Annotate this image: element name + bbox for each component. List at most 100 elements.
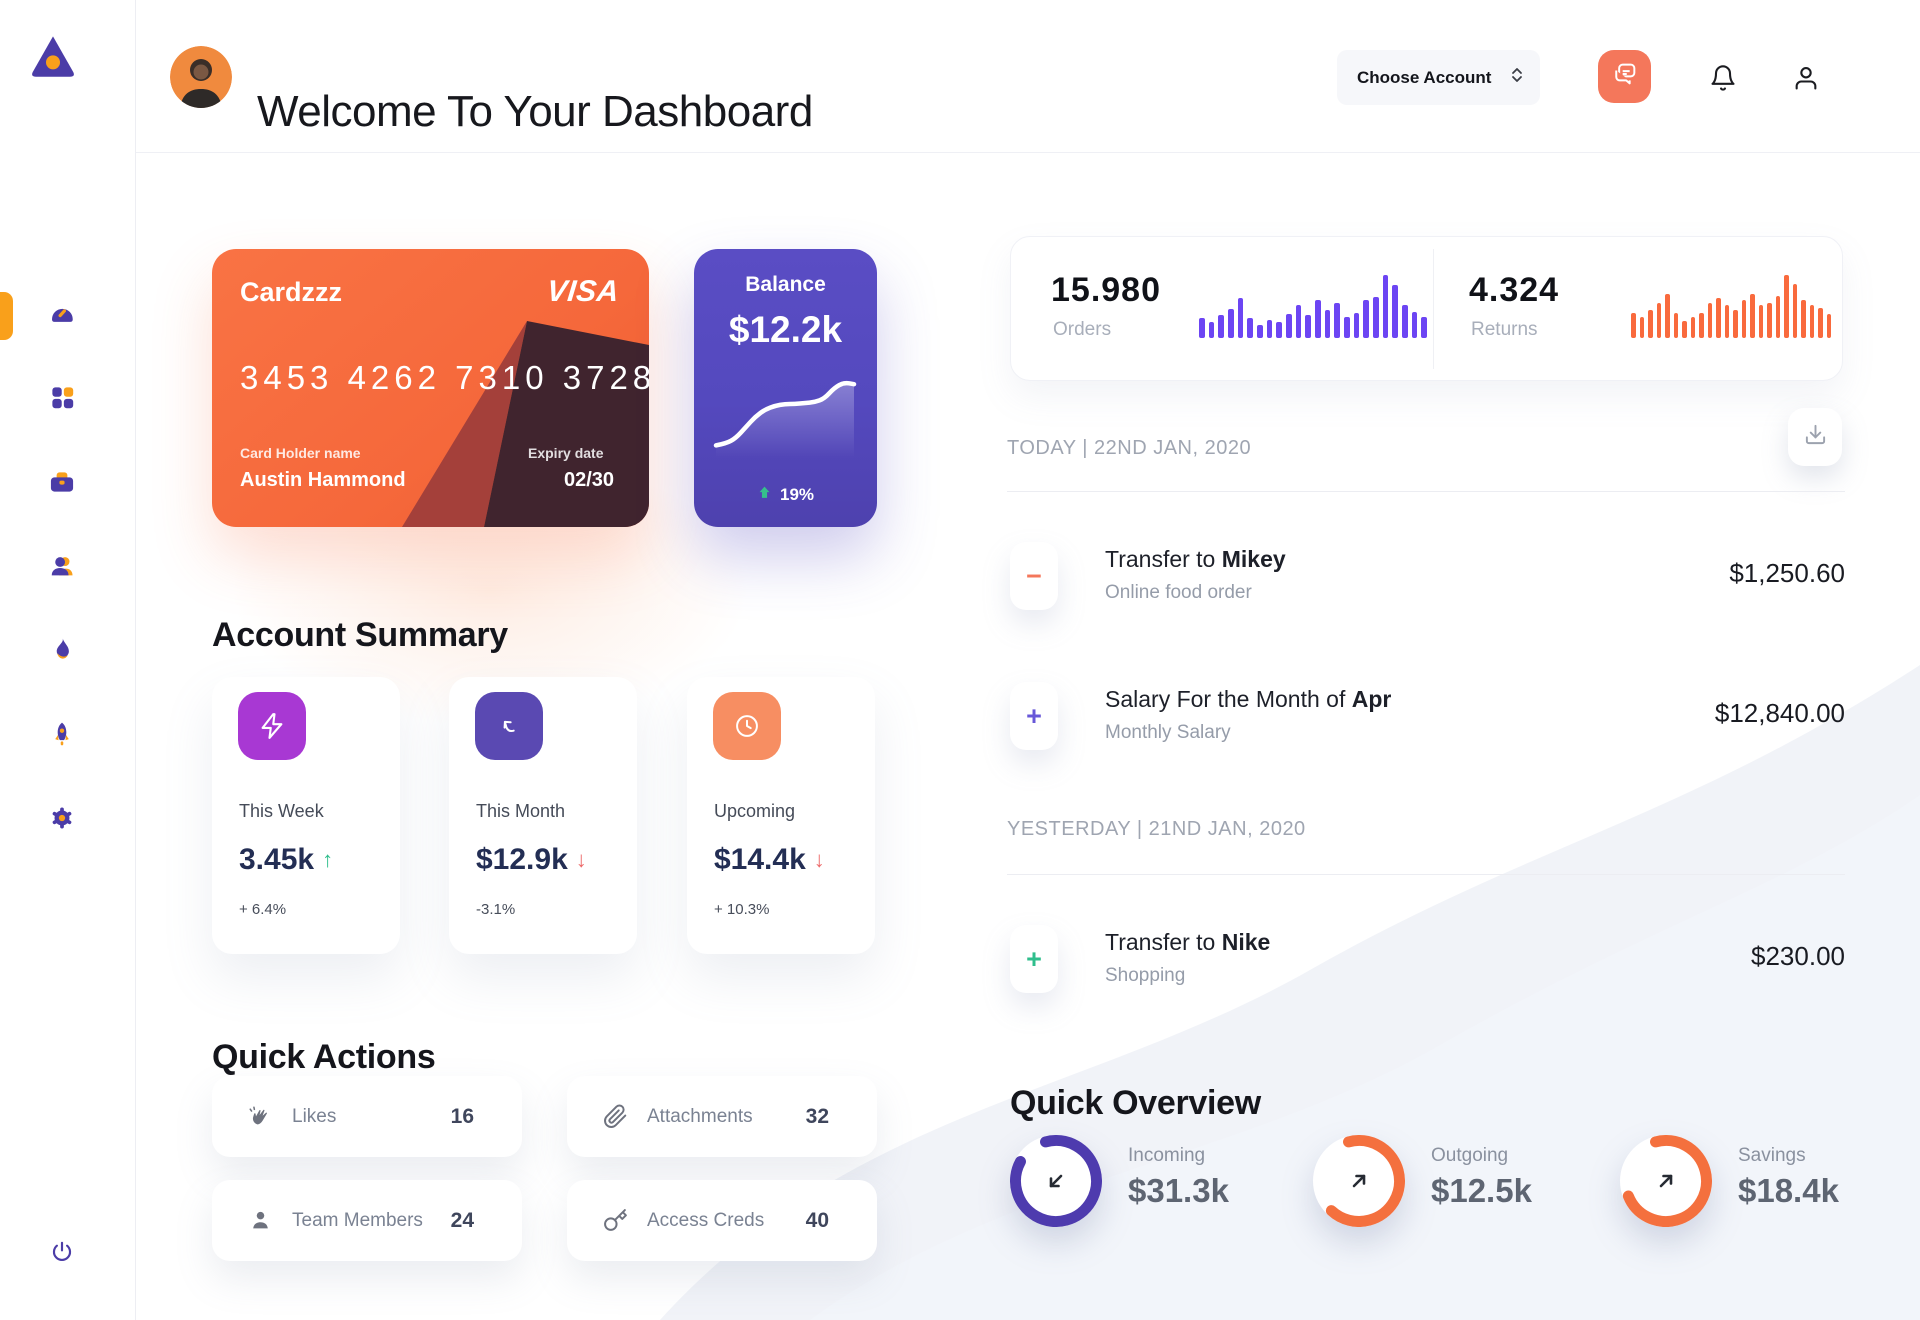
summary-card-this-week[interactable]: This Week 3.45k ↑ + 6.4% [212, 677, 400, 954]
overview-label: Incoming [1128, 1145, 1206, 1166]
quick-action-label: Team Members [292, 1209, 423, 1231]
download-button[interactable] [1788, 408, 1842, 466]
sidebar-item-users[interactable] [38, 544, 86, 592]
users-icon [48, 552, 76, 585]
sidebar-item-settings[interactable] [38, 796, 86, 844]
card-holder-name: Austin Hammond [240, 469, 406, 491]
sort-chevrons-icon [1510, 65, 1524, 90]
transaction-amount: $1,250.60 [1729, 558, 1845, 588]
sidebar-item-dashboard[interactable] [38, 292, 86, 340]
transaction-amount: $12,840.00 [1714, 698, 1845, 728]
transaction-title: Salary For the Month of Apr [1105, 686, 1392, 712]
clock-icon [713, 692, 781, 760]
account-selector[interactable]: Choose Account [1337, 50, 1540, 105]
account-selector-label: Choose Account [1357, 67, 1492, 87]
balance-change-value: 19% [779, 485, 815, 504]
divider [1007, 874, 1845, 875]
transaction-title: Transfer to Mikey [1105, 546, 1286, 572]
app-logo[interactable] [27, 30, 79, 82]
balance-title: Balance [745, 273, 826, 296]
paperclip-icon [601, 1104, 629, 1129]
transaction-title: Transfer to Nike [1105, 929, 1271, 955]
orders-value: 15.980 [1051, 271, 1161, 309]
card-name: Cardzzz [240, 277, 343, 307]
up-arrow-icon [757, 485, 772, 505]
sidebar-item-launch[interactable] [38, 712, 86, 760]
sidebar-item-trending[interactable] [38, 628, 86, 676]
quick-action-count: 40 [805, 1208, 829, 1232]
chat-bubbles-icon [1611, 60, 1639, 93]
summary-label: Upcoming [714, 801, 796, 821]
balance-change: 19% [694, 485, 877, 505]
transaction-subtitle: Shopping [1105, 965, 1186, 986]
sidebar-item-logout[interactable] [38, 1230, 86, 1278]
gear-icon [48, 804, 76, 837]
quick-action-likes[interactable]: Likes 16 [212, 1076, 522, 1157]
summary-delta: + 6.4% [239, 901, 287, 918]
returns-bar-chart [1631, 275, 1831, 338]
orders-returns-panel: 15.980 Orders 4.324 Returns [1010, 236, 1843, 381]
lightning-icon [238, 692, 306, 760]
incoming-ring [1010, 1135, 1102, 1227]
summary-delta: -3.1% [476, 901, 516, 918]
expiry-value: 02/30 [564, 469, 615, 491]
sidebar-item-work[interactable] [38, 460, 86, 508]
header-divider [136, 152, 1920, 153]
clap-icon [246, 1104, 274, 1130]
summary-label: This Month [476, 801, 566, 821]
avatar[interactable] [170, 46, 232, 108]
transaction-row[interactable]: − Transfer to Mikey Online food order $1… [1010, 542, 1845, 610]
chat-button[interactable] [1598, 50, 1651, 103]
summary-card-upcoming[interactable]: Upcoming $14.4k ↓ + 10.3% [687, 677, 875, 954]
quick-action-access-creds[interactable]: Access Creds 40 [567, 1180, 877, 1261]
returns-value: 4.324 [1469, 271, 1560, 309]
summary-label: This Week [239, 801, 324, 821]
sidebar [0, 0, 136, 1320]
visa-logo: VISA [545, 275, 621, 308]
quick-action-team-members[interactable]: Team Members 24 [212, 1180, 522, 1261]
briefcase-icon [48, 468, 76, 501]
savings-ring [1620, 1135, 1712, 1227]
transaction-row[interactable]: + Transfer to Nike Shopping $230.00 [1010, 925, 1845, 993]
user-icon [1792, 64, 1820, 97]
quick-action-count: 16 [450, 1104, 474, 1128]
transaction-row[interactable]: + Salary For the Month of Apr Monthly Sa… [1010, 682, 1845, 750]
flame-icon [48, 636, 76, 669]
summary-value: $14.4k ↓ [714, 843, 825, 876]
transactions-group-header: TODAY | 22ND JAN, 2020 [1007, 437, 1252, 459]
sidebar-item-apps[interactable] [38, 376, 86, 424]
overview-label: Savings [1738, 1145, 1806, 1166]
stats-divider [1433, 249, 1434, 369]
orders-bar-chart [1199, 275, 1428, 338]
orders-label: Orders [1053, 319, 1112, 340]
overview-label: Outgoing [1431, 1145, 1509, 1166]
divider [1007, 491, 1845, 492]
arrow-up-right-icon [1649, 1164, 1683, 1203]
quick-action-label: Access Creds [647, 1209, 765, 1231]
expiry-label: Expiry date [528, 445, 604, 461]
transaction-subtitle: Monthly Salary [1105, 722, 1231, 743]
quick-overview-title: Quick Overview [1010, 1084, 1261, 1123]
quick-action-label: Likes [292, 1105, 337, 1127]
summary-value: $12.9k ↓ [476, 843, 587, 876]
download-icon [1804, 423, 1827, 451]
trend-up-arrow: ↑ [322, 847, 334, 872]
profile-button[interactable] [1779, 54, 1832, 107]
plus-icon: + [1026, 943, 1042, 974]
grid-icon [49, 384, 76, 416]
balance-amount: $12.2k [728, 309, 843, 350]
notifications-button[interactable] [1696, 54, 1749, 107]
credit-card[interactable]: Cardzzz VISA 3453 4262 7310 3728 Card Ho… [212, 249, 649, 527]
card-number: 3453 4262 7310 3728 [240, 359, 649, 396]
returns-label: Returns [1471, 319, 1538, 340]
quick-actions-title: Quick Actions [212, 1038, 436, 1077]
summary-card-this-month[interactable]: This Month $12.9k ↓ -3.1% [449, 677, 637, 954]
overview-value: $12.5k [1431, 1172, 1532, 1209]
arrow-up-left-icon [475, 692, 543, 760]
balance-card[interactable]: Balance $12.2k 19% [694, 249, 877, 527]
minus-icon: − [1026, 560, 1042, 591]
quick-action-attachments[interactable]: Attachments 32 [567, 1076, 877, 1157]
key-icon [601, 1208, 629, 1233]
card-holder-label: Card Holder name [240, 445, 361, 461]
